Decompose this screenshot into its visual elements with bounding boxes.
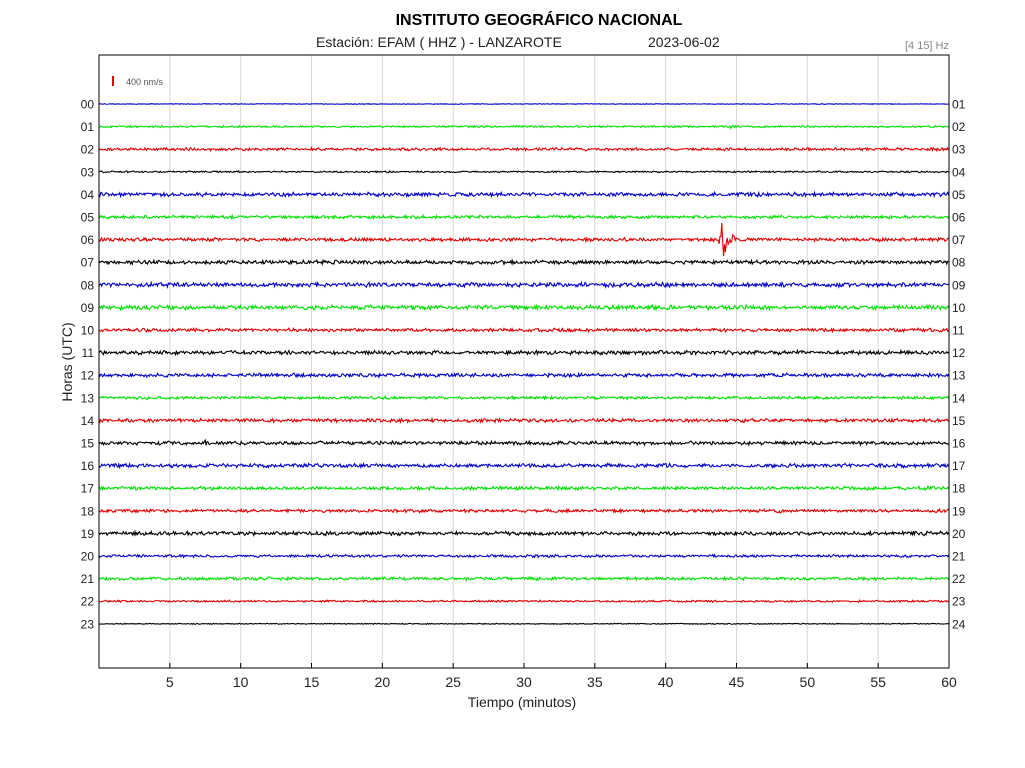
trace-hour-10 xyxy=(98,326,950,334)
trace-hour-08 xyxy=(98,280,949,290)
chart-title: INSTITUTO GEOGRÁFICO NACIONAL xyxy=(395,12,683,29)
x-tick-label: 60 xyxy=(941,674,957,690)
x-tick-label: 45 xyxy=(729,674,745,690)
hour-label-right: 14 xyxy=(952,391,966,405)
label-layer: 5 10 15 20 25 30 35 40 45 50 55 60 00 01 01 02 02 03 03 04 0… xyxy=(81,98,966,691)
trace-hour-21 xyxy=(98,575,950,582)
hour-label-left: 01 xyxy=(81,120,95,134)
hour-label-right: 22 xyxy=(952,572,966,586)
x-tick-label: 40 xyxy=(658,674,674,690)
hour-label-right: 07 xyxy=(952,233,966,247)
trace-hour-06 xyxy=(98,222,949,257)
hour-label-left: 12 xyxy=(81,369,95,383)
hour-label-left: 21 xyxy=(81,572,95,586)
x-tick-label: 10 xyxy=(233,674,249,690)
hour-label-left: 20 xyxy=(81,550,95,564)
tick-layer xyxy=(169,663,950,668)
hour-label-left: 03 xyxy=(81,165,95,179)
trace-hour-09 xyxy=(98,303,950,312)
trace-hour-15 xyxy=(98,438,949,447)
hour-label-left: 09 xyxy=(81,301,95,315)
hour-label-left: 16 xyxy=(81,459,95,473)
hour-label-left: 02 xyxy=(81,143,95,157)
hour-label-left: 19 xyxy=(81,527,95,541)
hour-label-left: 15 xyxy=(81,437,95,451)
trace-hour-13 xyxy=(98,394,950,401)
trace-hour-07 xyxy=(98,258,949,267)
hour-label-right: 06 xyxy=(952,211,966,225)
grid-lines xyxy=(169,55,879,668)
trace-hour-23 xyxy=(98,622,949,626)
hour-label-left: 17 xyxy=(81,482,95,496)
hour-label-left: 08 xyxy=(81,278,95,292)
hour-label-left: 18 xyxy=(81,504,95,518)
hour-label-right: 01 xyxy=(952,98,966,112)
hour-label-left: 00 xyxy=(81,98,95,112)
hour-label-left: 23 xyxy=(81,617,95,631)
x-axis-label: Tiempo (minutos) xyxy=(468,694,576,710)
hour-label-left: 11 xyxy=(82,346,95,360)
hour-label-right: 03 xyxy=(952,143,966,157)
trace-hour-19 xyxy=(98,529,950,538)
scale-label: 400 nm/s xyxy=(126,77,164,87)
trace-hour-05 xyxy=(98,213,950,221)
hour-label-left: 06 xyxy=(81,233,95,247)
hour-label-right: 13 xyxy=(952,369,966,383)
date-label: 2023-06-02 xyxy=(648,34,720,50)
hour-label-right: 10 xyxy=(952,301,966,315)
trace-hour-20 xyxy=(98,553,950,559)
trace-hour-03 xyxy=(98,170,949,174)
trace-hour-17 xyxy=(98,484,950,492)
filter-band-label: [4 15] Hz xyxy=(904,40,949,52)
x-tick-label: 20 xyxy=(375,674,391,690)
y-axis-label: Horas (UTC) xyxy=(59,322,75,401)
x-tick-label: 5 xyxy=(166,674,174,690)
hour-label-right: 18 xyxy=(952,482,966,496)
x-tick-label: 15 xyxy=(304,674,320,690)
hour-label-right: 05 xyxy=(952,188,966,202)
x-tick-label: 50 xyxy=(800,674,816,690)
hour-label-right: 19 xyxy=(952,504,966,518)
trace-hour-12 xyxy=(98,371,950,379)
hour-label-left: 05 xyxy=(81,211,95,225)
hour-label-right: 23 xyxy=(952,595,966,609)
trace-hour-02 xyxy=(98,146,950,153)
hour-label-right: 08 xyxy=(952,256,966,270)
hour-label-right: 09 xyxy=(952,278,966,292)
trace-hour-04 xyxy=(98,190,950,199)
hour-label-left: 04 xyxy=(81,188,95,202)
x-tick-label: 30 xyxy=(516,674,532,690)
hour-label-right: 11 xyxy=(952,324,965,338)
x-tick-label: 55 xyxy=(870,674,886,690)
hour-label-left: 10 xyxy=(81,324,95,338)
hour-label-right: 16 xyxy=(952,437,966,451)
hour-label-right: 24 xyxy=(952,617,966,631)
hour-label-right: 12 xyxy=(952,346,966,360)
hour-label-right: 17 xyxy=(952,459,966,473)
trace-hour-11 xyxy=(98,348,949,357)
trace-hour-14 xyxy=(98,416,950,424)
trace-hour-22 xyxy=(98,599,949,604)
amplitude-scale: 400 nm/s xyxy=(112,76,164,87)
hour-label-left: 07 xyxy=(81,256,95,270)
trace-layer xyxy=(98,102,950,626)
x-tick-label: 25 xyxy=(445,674,461,690)
trace-hour-01 xyxy=(98,124,949,130)
hour-label-left: 13 xyxy=(81,391,95,405)
trace-hour-00 xyxy=(98,102,949,106)
hour-label-right: 04 xyxy=(952,165,966,179)
hour-label-right: 21 xyxy=(952,550,966,564)
hour-label-right: 15 xyxy=(952,414,966,428)
hour-label-left: 22 xyxy=(81,595,95,609)
x-tick-label: 35 xyxy=(587,674,603,690)
hour-label-right: 20 xyxy=(952,527,966,541)
trace-hour-18 xyxy=(98,507,949,515)
trace-hour-16 xyxy=(98,461,950,470)
hour-label-left: 14 xyxy=(81,414,95,428)
hour-label-right: 02 xyxy=(952,120,966,134)
station-label: Estación: EFAM ( HHZ ) - LANZAROTE xyxy=(316,34,562,50)
